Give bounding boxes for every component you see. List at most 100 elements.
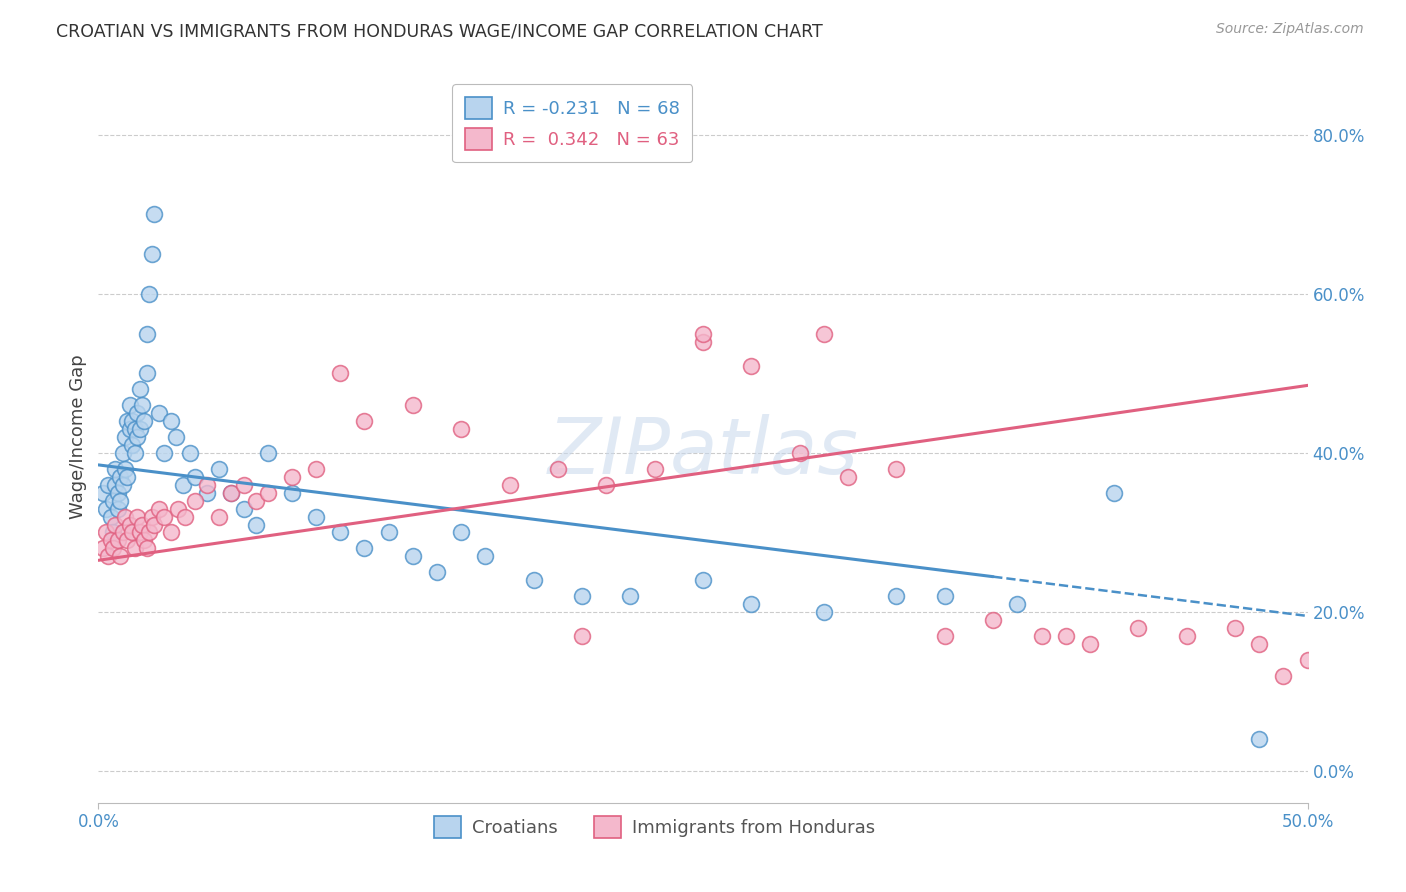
Point [692,573,714,587]
Point [100,533,122,548]
Point [134,414,156,428]
Point [135,326,157,341]
Point [135,541,157,556]
Point [165,430,187,444]
Point [281,470,304,484]
Point [101,541,124,556]
Point [121,438,143,452]
Point [94,525,117,540]
Point [692,326,714,341]
Point [221,485,243,500]
Point [111,477,134,491]
Point [329,367,352,381]
Point [108,549,131,564]
Point [108,470,131,484]
Point [740,359,762,373]
Point [94,501,117,516]
Point [981,613,1004,627]
Point [1054,629,1077,643]
Point [813,605,835,619]
Point [134,533,156,548]
Point [221,485,243,500]
Point [934,629,956,643]
Point [595,477,617,491]
Point [232,477,254,491]
Point [174,509,197,524]
Point [135,367,157,381]
Point [305,462,328,476]
Point [118,422,141,436]
Point [148,406,170,420]
Point [377,525,399,540]
Point [523,573,546,587]
Point [117,414,139,428]
Point [886,589,908,603]
Point [547,462,569,476]
Text: CROATIAN VS IMMIGRANTS FROM HONDURAS WAGE/INCOME GAP CORRELATION CHART: CROATIAN VS IMMIGRANTS FROM HONDURAS WAG… [56,22,823,40]
Point [1272,668,1295,682]
Point [402,549,425,564]
Point [644,462,666,476]
Point [107,533,129,548]
Y-axis label: Wage/Income Gap: Wage/Income Gap [69,355,87,519]
Point [1007,597,1029,611]
Point [143,517,166,532]
Point [91,485,114,500]
Point [281,485,304,500]
Point [195,485,218,500]
Point [107,501,129,516]
Point [934,589,956,603]
Point [114,430,136,444]
Point [195,477,218,491]
Point [184,470,207,484]
Point [152,446,174,460]
Point [111,525,134,540]
Point [1031,629,1053,643]
Point [1102,485,1125,500]
Point [104,462,127,476]
Point [127,430,149,444]
Point [114,509,136,524]
Point [141,247,163,261]
Point [329,525,352,540]
Point [179,446,201,460]
Point [692,334,714,349]
Point [101,493,124,508]
Point [104,477,127,491]
Point [111,446,134,460]
Point [108,493,131,508]
Point [107,485,129,500]
Point [128,525,150,540]
Point [138,287,160,301]
Text: ZIPatlas: ZIPatlas [547,414,859,490]
Point [353,541,375,556]
Point [131,398,153,412]
Point [1296,653,1319,667]
Point [128,422,150,436]
Point [114,462,136,476]
Point [571,589,593,603]
Point [256,485,278,500]
Point [571,629,593,643]
Point [143,207,166,221]
Point [813,326,835,341]
Point [886,462,908,476]
Point [1175,629,1198,643]
Point [121,414,143,428]
Point [160,414,183,428]
Point [104,517,127,532]
Point [232,501,254,516]
Point [117,533,139,548]
Point [118,398,141,412]
Point [117,470,139,484]
Point [124,446,146,460]
Point [127,406,149,420]
Point [1249,637,1271,651]
Point [474,549,496,564]
Point [128,383,150,397]
Point [141,509,163,524]
Point [97,549,120,564]
Legend: Croatians, Immigrants from Honduras: Croatians, Immigrants from Honduras [427,808,883,845]
Text: Source: ZipAtlas.com: Source: ZipAtlas.com [1216,22,1364,37]
Point [619,589,641,603]
